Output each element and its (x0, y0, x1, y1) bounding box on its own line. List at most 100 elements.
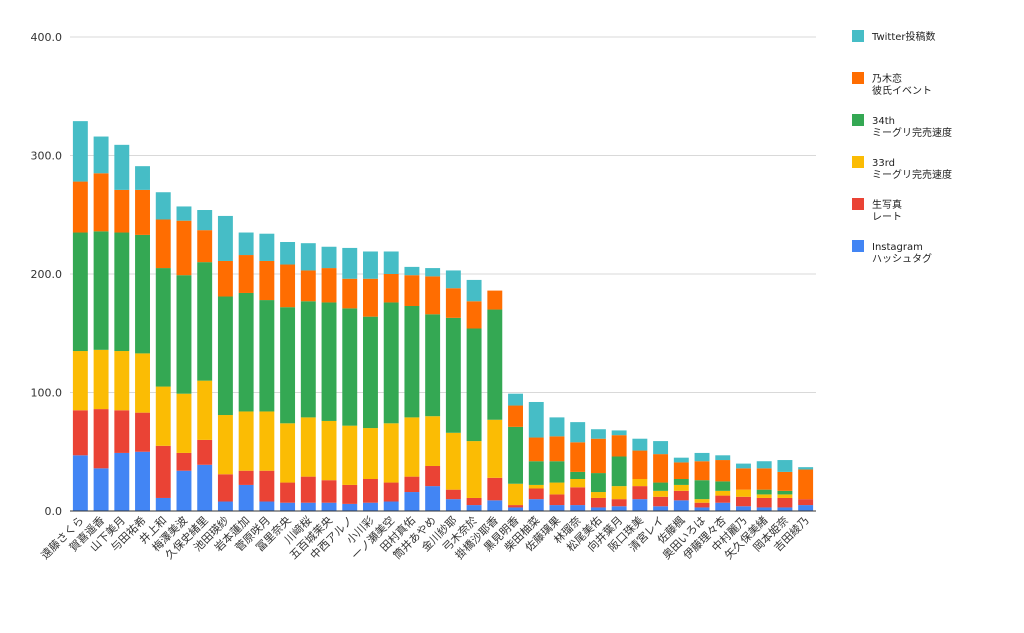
bar-segment (176, 275, 192, 394)
legend-swatch (852, 114, 864, 126)
bar-segment (155, 192, 171, 220)
bar-segment (383, 482, 399, 502)
bar-segment (673, 484, 689, 491)
bar-segment (238, 255, 254, 293)
bar-segment (756, 489, 772, 495)
bar-segment (632, 438, 648, 451)
bar-segment (176, 470, 192, 511)
bar-segment (425, 465, 441, 487)
bar-segment (93, 173, 109, 232)
y-tick-label: 100.0 (31, 387, 63, 400)
bar-segment (72, 455, 88, 511)
bar-segment (798, 467, 814, 470)
bar-segment (114, 144, 130, 190)
bar-segment (777, 490, 793, 495)
bar-segment (383, 302, 399, 424)
bar-segment (798, 499, 814, 506)
bar-segment (176, 220, 192, 276)
bar-segment (653, 490, 669, 497)
bar-segment (404, 417, 420, 477)
bar-segment (363, 428, 378, 480)
bar-segment (570, 487, 586, 506)
bar-segment (777, 494, 793, 498)
bar-segment (777, 471, 793, 491)
bar-segment (508, 405, 523, 427)
legend-entry: Twitter投稿数 (871, 30, 936, 43)
y-tick-label: 0.0 (45, 505, 63, 518)
bar-segment (590, 497, 606, 508)
bar-segment (404, 305, 420, 418)
bar-segment (487, 419, 503, 478)
bar-segment (425, 314, 441, 417)
bar-segment (694, 502, 710, 508)
bar-segment (300, 270, 316, 302)
bar-segment (135, 234, 150, 354)
bar-segment (466, 497, 482, 506)
bar-segment (383, 423, 399, 483)
bar-segment (466, 279, 482, 302)
legend-entry: 34th ミーグリ完売速度 (872, 116, 952, 139)
bar-segment (487, 290, 503, 310)
bar-segment (197, 262, 213, 381)
bar-segment (363, 278, 378, 317)
bar-segment (611, 435, 627, 457)
bar-segment (238, 470, 254, 485)
legend-entry: 33rd ミーグリ完売速度 (872, 158, 952, 181)
bar-segment (611, 506, 627, 511)
bar-segment (383, 274, 399, 303)
bar-segment (93, 349, 109, 410)
bar-segment (590, 507, 606, 511)
bar-segment (549, 461, 565, 483)
bar-segment (197, 439, 213, 465)
bar-segment (736, 506, 751, 511)
bar-segment (508, 505, 523, 508)
legend-swatch (852, 198, 864, 210)
bar-segment (93, 409, 109, 469)
bar-segment (259, 300, 275, 412)
bar-segment (508, 393, 523, 406)
bar-segment (611, 430, 627, 436)
bar-segment (653, 454, 669, 483)
bar-segment (736, 489, 751, 497)
bar-segment (445, 317, 461, 433)
bar-segment (570, 422, 586, 443)
bar-segment (694, 499, 710, 503)
bar-segment (155, 445, 171, 498)
legend-swatch (852, 240, 864, 252)
bar-segment (736, 468, 751, 490)
bar-segment (549, 417, 565, 437)
bar-segment (466, 505, 482, 511)
bar-segment (342, 503, 358, 511)
bar-segment (72, 410, 88, 456)
bar-segment (259, 260, 275, 301)
bar-segment (673, 479, 689, 485)
bar-segment (342, 278, 358, 309)
bar-segment (155, 268, 171, 387)
grid-layer (70, 36, 816, 393)
bar-segment (756, 497, 772, 508)
bar-segment (135, 189, 150, 235)
bar-segment (217, 296, 233, 416)
bar-segment (528, 437, 544, 462)
bar-segment (632, 450, 648, 480)
bar-segment (632, 479, 648, 487)
bar-segment (383, 251, 399, 274)
bar-segment (155, 386, 171, 446)
y-tick-label: 300.0 (31, 150, 63, 163)
bar-segment (715, 481, 731, 491)
bar-segment (217, 474, 233, 502)
bar-segment (736, 496, 751, 507)
bar-segment (259, 470, 275, 502)
bar-segment (694, 461, 710, 481)
bar-segment (528, 499, 544, 511)
bar-segment (197, 210, 213, 231)
bar-segment (238, 411, 254, 471)
bar-segment (238, 232, 254, 256)
bar-segment (715, 460, 731, 482)
bar-segment (694, 480, 710, 500)
bar-segment (135, 166, 150, 190)
bar-segment (363, 316, 378, 429)
bar-segment (570, 479, 586, 488)
bar-segment (425, 416, 441, 466)
